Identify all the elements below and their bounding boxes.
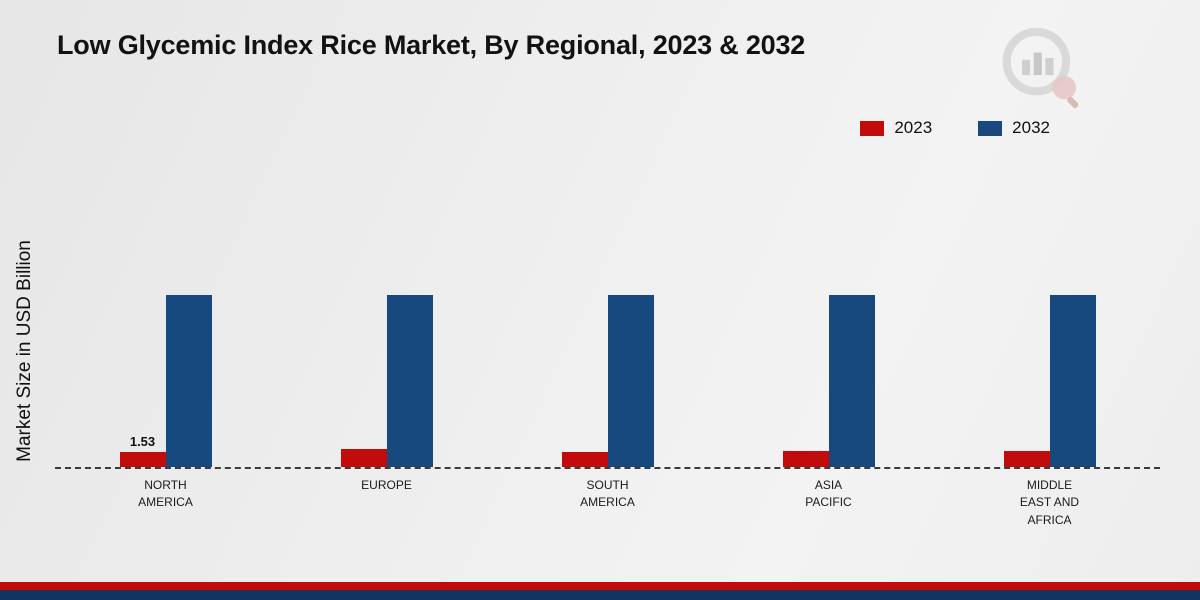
bar-wrap [340,449,387,467]
legend: 2023 2032 [860,118,1050,138]
bar-2032 [828,295,875,467]
category-group: EUROPE [276,117,497,529]
legend-swatch-2023 [860,120,885,136]
legend-label-2032: 2032 [1012,118,1050,137]
bar-wrap [607,295,654,467]
bar-pair [782,117,875,467]
bar-2032 [607,295,654,467]
category-label: MIDDLE EAST AND AFRICA [1019,478,1080,527]
brand-logo [995,22,1085,112]
category-label: NORTH AMERICA [138,478,193,510]
y-axis-label: Market Size in USD Billion [14,240,35,462]
value-label: 1.53 [129,434,156,449]
category-group: MIDDLE EAST AND AFRICA [939,117,1160,529]
category-group: ASIA PACIFIC [718,117,939,529]
bar-wrap [1049,295,1096,467]
bar-2023 [1003,451,1050,467]
x-axis-baseline [55,467,1160,469]
category-label: ASIA PACIFIC [805,478,852,510]
bar-wrap [561,452,608,467]
category-group: 1.53 NORTH AMERICA [55,117,276,529]
legend-item-2023: 2023 [860,118,932,138]
bar-groups: 1.53 NORTH AMERICA EUROPE SOUTH AMERICA ASIA… [55,117,1160,529]
legend-item-2032: 2032 [978,118,1050,138]
brand-logo-icon [1002,27,1079,109]
category-group: SOUTH AMERICA [497,117,718,529]
bar-pair: 1.53 [119,117,212,467]
bar-2032 [386,295,433,467]
bar-wrap: 1.53 [119,434,166,467]
bar-wrap [1003,451,1050,467]
legend-label-2023: 2023 [894,118,933,137]
bar-2023 [561,452,608,467]
chart-title: Low Glycemic Index Rice Market, By Regio… [57,30,806,60]
footer [0,582,1200,600]
bar-2032 [1049,295,1096,467]
plot-area: 1.53 NORTH AMERICA EUROPE SOUTH AMERICA ASIA… [55,117,1160,529]
bar-wrap [828,295,875,467]
bar-wrap [165,295,212,467]
bar-2032 [165,295,212,467]
bar-wrap [782,451,829,467]
bar-2023 [119,452,166,467]
bar-pair [1003,117,1096,467]
bar-2023 [782,451,829,467]
bar-pair [340,117,433,467]
bar-pair [561,117,654,467]
footer-red-strip [0,582,1200,590]
category-label: SOUTH AMERICA [580,478,635,510]
footer-navy-strip [0,590,1200,600]
bar-wrap [386,295,433,467]
category-label: EUROPE [361,478,412,492]
legend-swatch-2032 [978,120,1003,136]
bar-2023 [340,449,387,467]
